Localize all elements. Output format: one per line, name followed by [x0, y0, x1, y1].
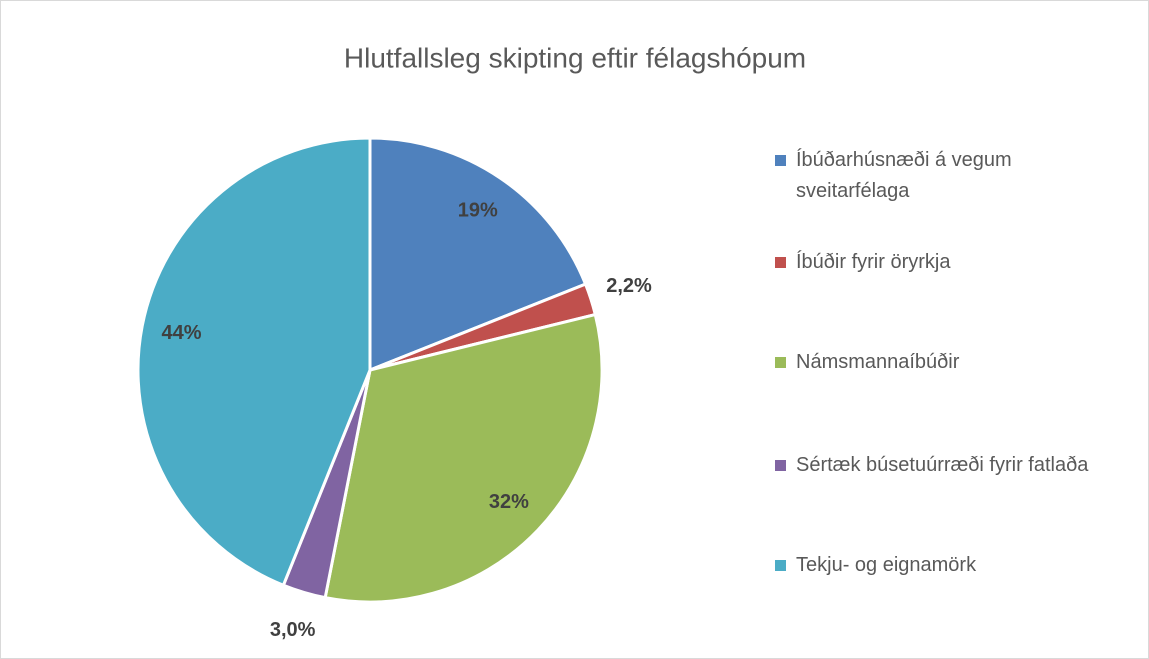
legend-item: Íbúðarhúsnæði á vegum sveitarfélaga: [775, 145, 1105, 207]
chart-title: Hlutfallsleg skipting eftir félagshópum: [344, 42, 806, 73]
legend-item: Sértæk búsetuúrræði fyrir fatlaða: [775, 450, 1105, 481]
legend-label: Íbúðarhúsnæði á vegum sveitarfélaga: [796, 149, 1012, 202]
pie-slice: [136, 136, 372, 588]
legend-swatch: [775, 257, 786, 268]
legend-item: Íbúðir fyrir öryrkja: [775, 247, 1105, 278]
legend-swatch: [775, 357, 786, 368]
pie-slice: [368, 136, 588, 373]
legend-label: Sértæk búsetuúrræði fyrir fatlaða: [796, 454, 1089, 476]
legend-swatch: [775, 460, 786, 471]
data-label: 2,2%: [606, 275, 652, 297]
legend-label: Íbúðir fyrir öryrkja: [796, 251, 951, 273]
pie-slice: [323, 312, 604, 604]
legend-item: Námsmannaíbúðir: [775, 347, 1105, 378]
legend-label: Tekju- og eignamörk: [796, 554, 977, 576]
data-label: 19%: [458, 199, 498, 221]
legend-label: Námsmannaíbúðir: [796, 351, 960, 373]
legend-item: Tekju- og eignamörk: [775, 550, 1105, 581]
data-label: 32%: [489, 491, 529, 513]
data-label: 3,0%: [270, 619, 316, 641]
legend-swatch: [775, 560, 786, 571]
data-label: 44%: [161, 322, 201, 344]
legend-swatch: [775, 155, 786, 166]
